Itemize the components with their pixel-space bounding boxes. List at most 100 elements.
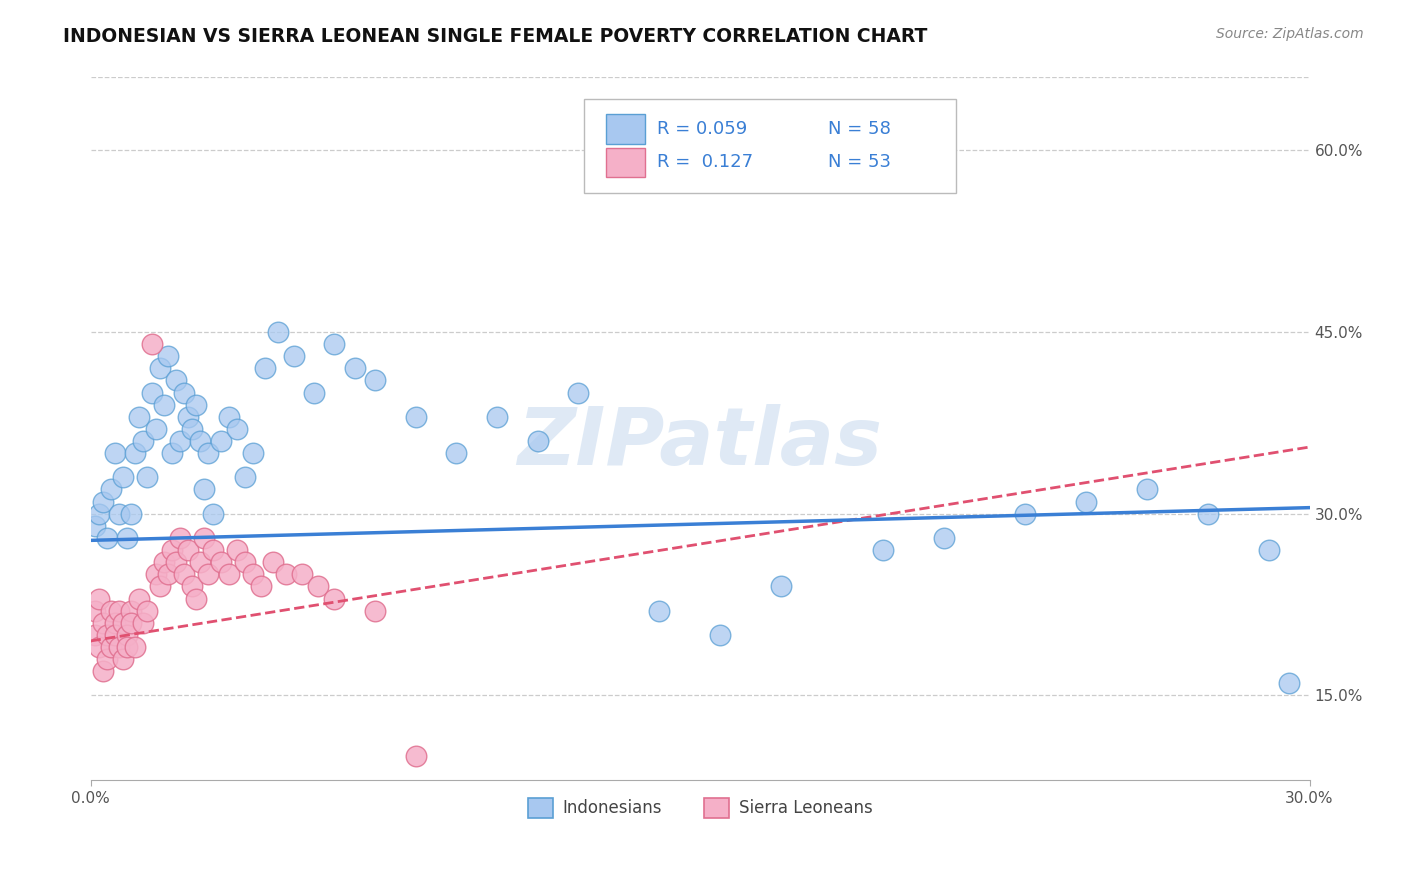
Point [274,567,297,582]
Point [141,385,163,400]
Point [169,434,191,448]
Point [188,434,211,448]
Point [446,446,468,460]
Point [104,446,127,460]
Point [225,422,247,436]
Point [1257,543,1279,558]
Point [193,531,215,545]
Point [132,615,155,630]
Point [160,446,183,460]
Point [225,543,247,558]
Point [124,640,146,654]
Point [87,591,110,606]
Point [193,483,215,497]
Point [364,373,387,387]
FancyBboxPatch shape [585,98,956,194]
Point [83,604,105,618]
Point [1074,494,1097,508]
Point [115,640,138,654]
Point [100,483,122,497]
Point [242,446,264,460]
Text: INDONESIAN VS SIERRA LEONEAN SINGLE FEMALE POVERTY CORRELATION CHART: INDONESIAN VS SIERRA LEONEAN SINGLE FEMA… [63,27,928,45]
Point [254,361,277,376]
Point [91,615,114,630]
Point [149,579,172,593]
Point [188,555,211,569]
Point [120,615,142,630]
Point [145,422,167,436]
Point [186,591,208,606]
Point [197,446,219,460]
Point [96,628,118,642]
Point [108,640,131,654]
Point [181,579,204,593]
Point [209,555,232,569]
Point [91,665,114,679]
Point [112,470,135,484]
Point [872,543,894,558]
Point [165,555,187,569]
Point [156,349,179,363]
Point [169,531,191,545]
Point [201,507,224,521]
Point [145,567,167,582]
Legend: Indonesians, Sierra Leoneans: Indonesians, Sierra Leoneans [522,791,879,825]
Point [152,555,174,569]
FancyBboxPatch shape [606,114,645,144]
Point [197,567,219,582]
Point [149,361,172,376]
Point [87,640,110,654]
Point [83,518,105,533]
Point [218,567,240,582]
Point [262,555,284,569]
FancyBboxPatch shape [606,148,645,178]
Point [307,579,329,593]
Point [124,446,146,460]
Point [91,494,114,508]
Point [283,349,305,363]
Point [485,409,508,424]
Point [128,591,150,606]
Point [526,434,548,448]
Point [233,470,256,484]
Point [1278,676,1301,690]
Text: Source: ZipAtlas.com: Source: ZipAtlas.com [1216,27,1364,41]
Point [186,398,208,412]
Text: N = 53: N = 53 [828,153,891,171]
Text: N = 58: N = 58 [828,120,891,137]
Point [120,604,142,618]
Point [108,507,131,521]
Point [218,409,240,424]
Point [323,337,346,351]
Point [136,604,159,618]
Text: R =  0.127: R = 0.127 [658,153,754,171]
Point [128,409,150,424]
Point [83,628,105,642]
Point [1197,507,1219,521]
Point [323,591,346,606]
Point [1136,483,1159,497]
Point [136,470,159,484]
Point [567,385,589,400]
Point [364,604,387,618]
Text: R = 0.059: R = 0.059 [658,120,748,137]
Point [201,543,224,558]
Point [104,628,127,642]
Point [177,409,200,424]
Point [108,604,131,618]
Point [242,567,264,582]
Point [709,628,731,642]
Point [302,385,325,400]
Point [932,531,955,545]
Point [209,434,232,448]
Point [173,567,195,582]
Point [173,385,195,400]
Point [1014,507,1036,521]
Point [104,615,127,630]
Point [266,325,288,339]
Point [177,543,200,558]
Point [405,409,427,424]
Point [165,373,187,387]
Point [770,579,793,593]
Point [112,652,135,666]
